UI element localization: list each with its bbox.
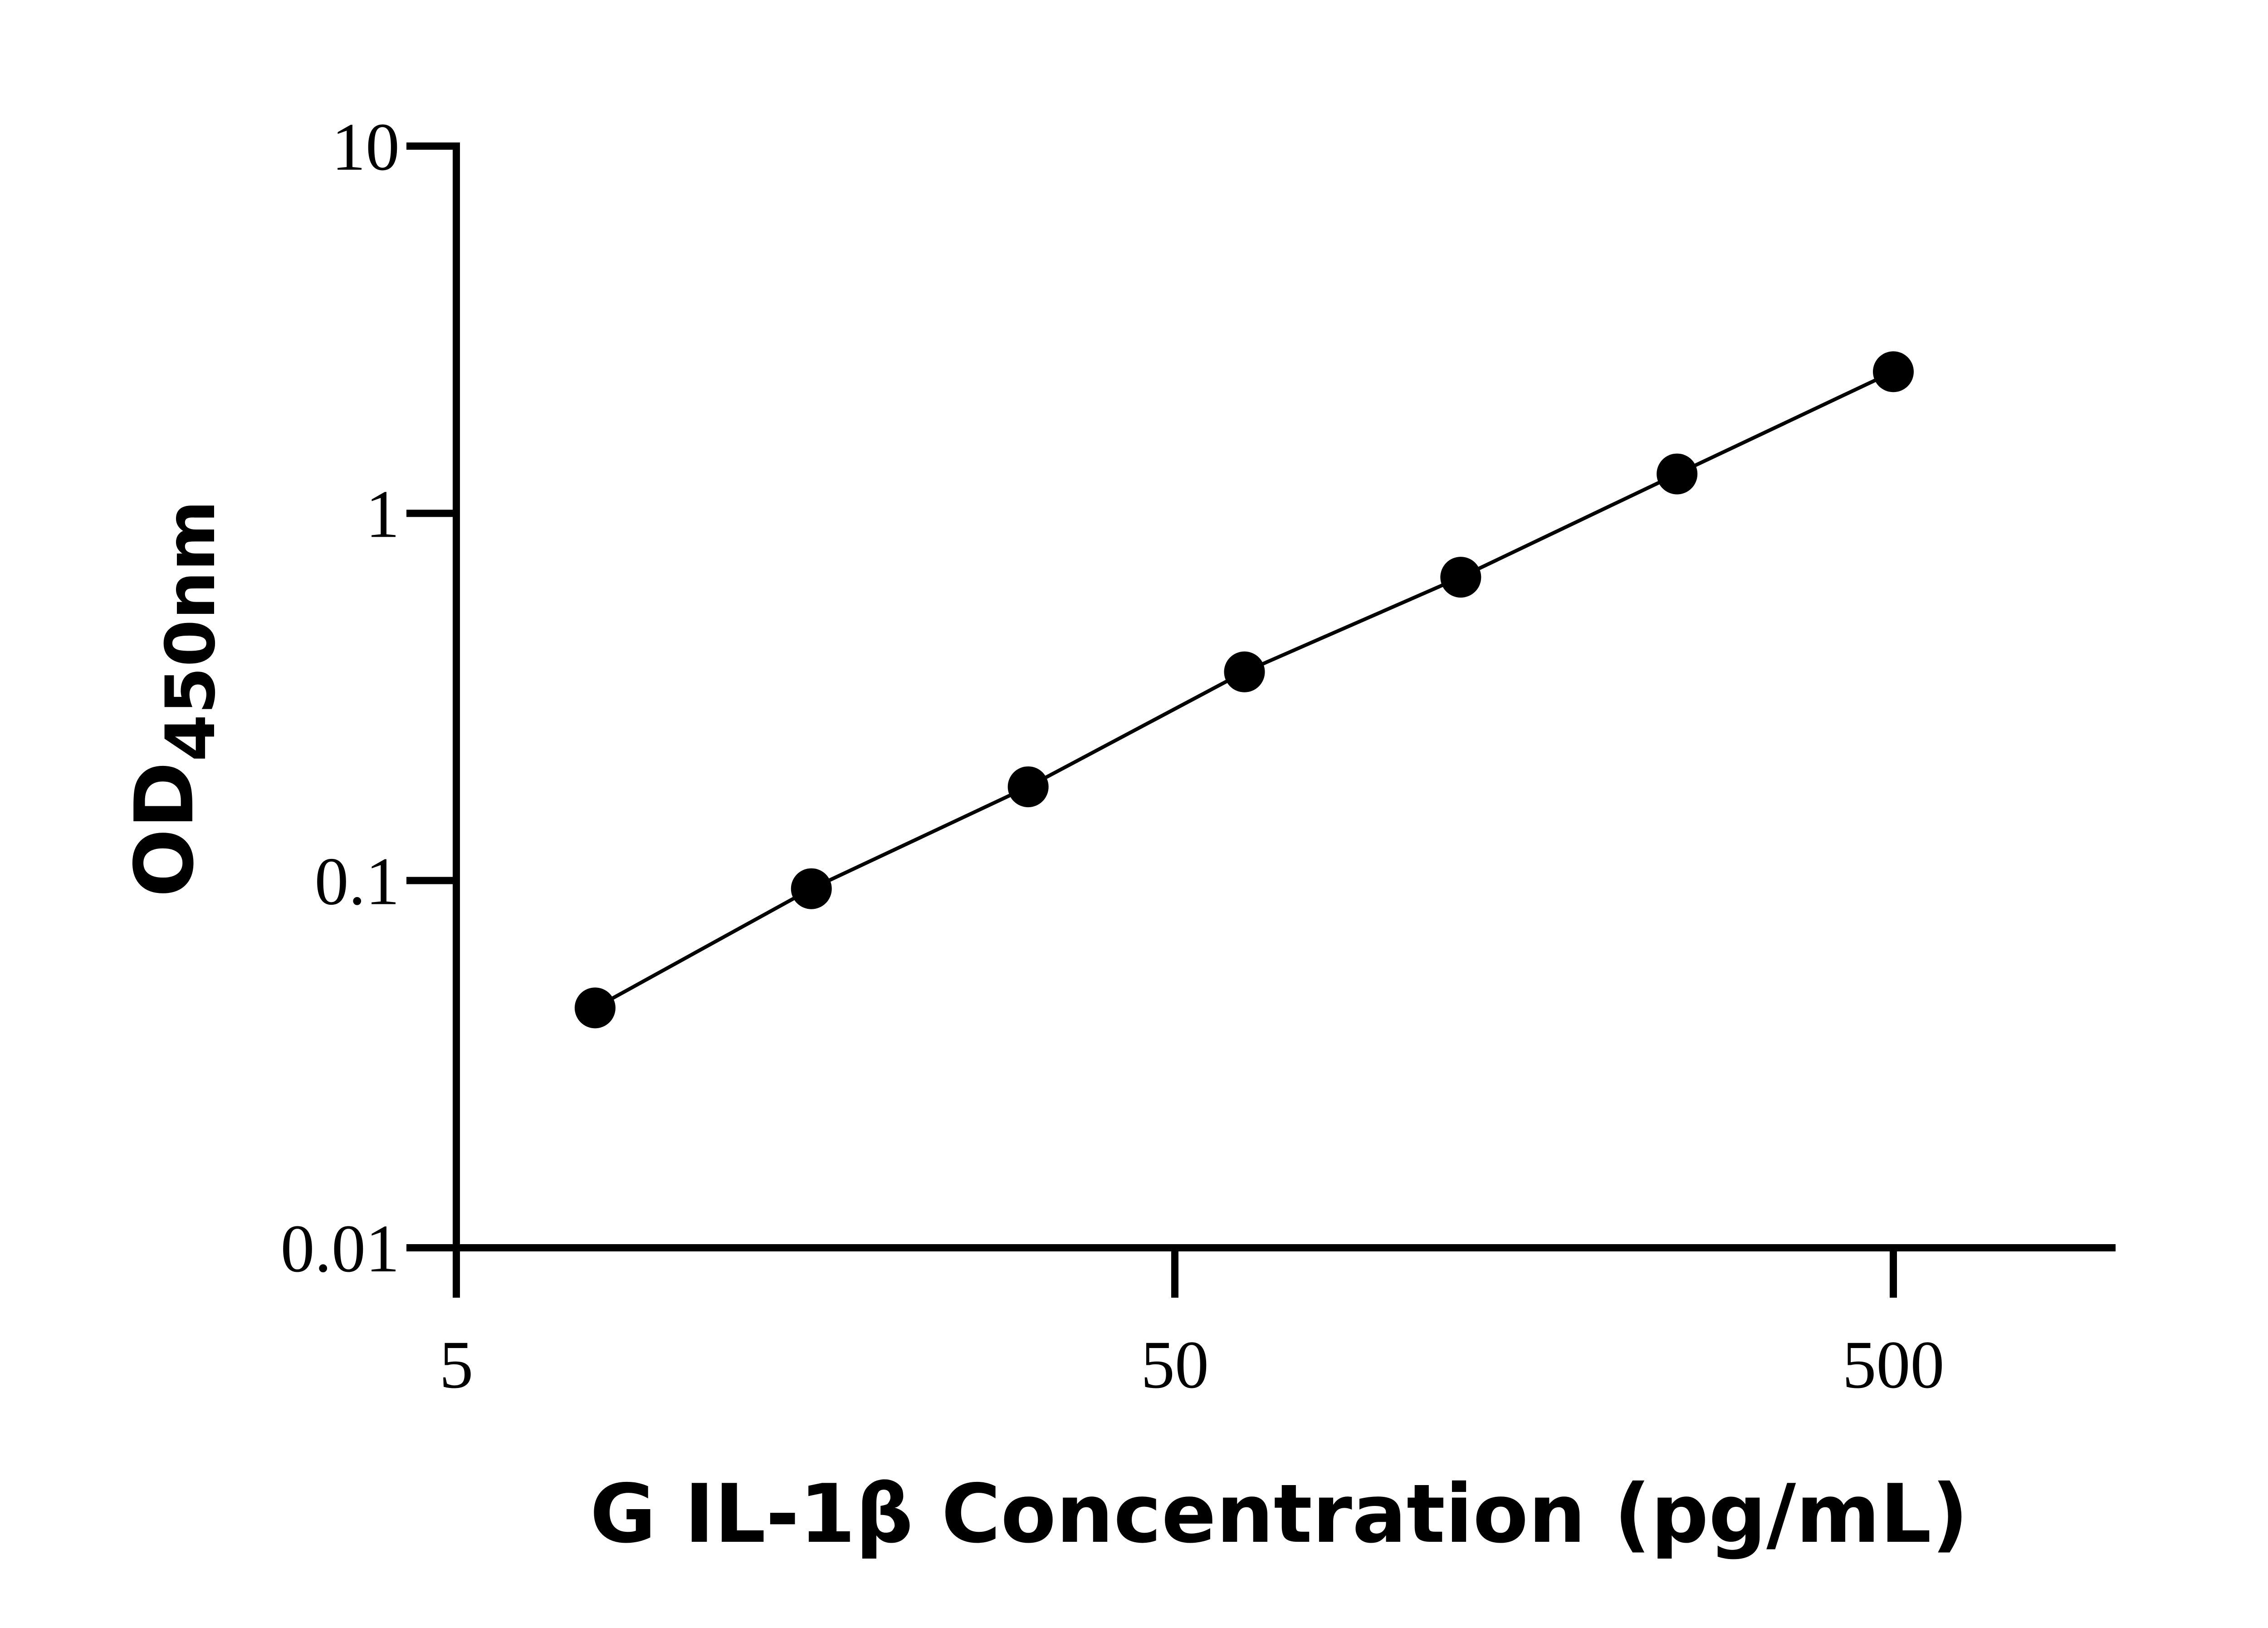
x-tick-label: 50 [1141,1327,1209,1402]
y-tick-label: 0.1 [315,844,400,919]
y-tick-label: 0.01 [281,1211,400,1286]
data-point [1007,766,1049,808]
data-point [1440,557,1481,598]
data-point [1657,453,1698,495]
data-points-layer [574,351,1914,1029]
plot-area: 0.01 0.1 1 10 5 50 500 [281,109,2116,1402]
y-tick-label: 1 [366,476,400,552]
y-axis-title: OD450nm [117,500,230,897]
y-axis-title-subscript: 450nm [152,500,230,761]
x-tick-label: 500 [1843,1327,1945,1402]
y-tick-label: 10 [332,109,400,185]
data-point [574,987,616,1029]
y-axis-ticks: 0.01 0.1 1 10 [281,109,456,1286]
y-axis-title-main: OD [117,762,211,897]
data-point [1224,651,1265,692]
x-axis-ticks: 5 50 500 [440,1248,1945,1402]
x-axis-title: G IL-1β Concentration (pg/mL) [590,1467,1969,1561]
data-point [1873,351,1914,392]
data-point [791,868,832,909]
x-tick-label: 5 [440,1327,474,1402]
